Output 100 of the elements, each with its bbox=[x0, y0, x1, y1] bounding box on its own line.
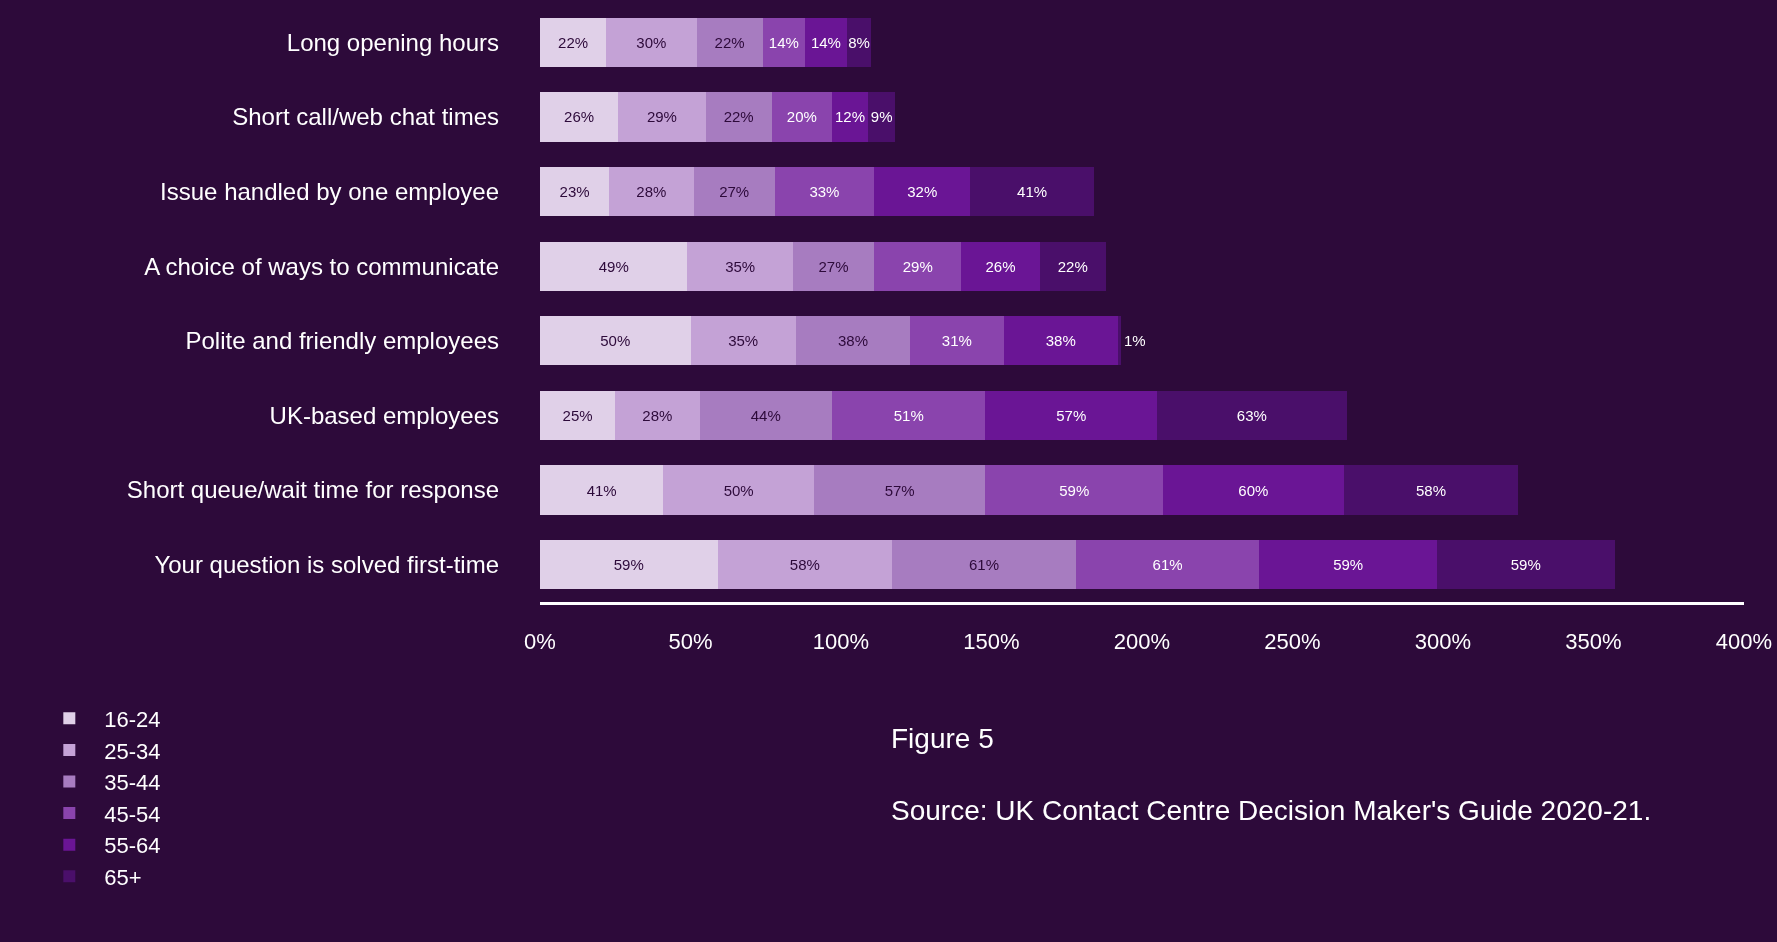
data-label: 26% bbox=[985, 257, 1016, 275]
data-label: 20% bbox=[786, 108, 817, 126]
data-label: 35% bbox=[725, 257, 756, 275]
data-label: 25% bbox=[562, 406, 593, 424]
bar bbox=[1117, 316, 1121, 366]
data-label: 57% bbox=[884, 481, 915, 499]
x-tick-label: 150% bbox=[963, 629, 1020, 655]
bar bbox=[831, 390, 986, 441]
data-label: 26% bbox=[564, 108, 595, 126]
bar bbox=[795, 316, 911, 366]
data-label: 14% bbox=[768, 33, 799, 51]
bar bbox=[1343, 465, 1519, 515]
bar bbox=[792, 241, 875, 291]
data-label: 1% bbox=[1123, 332, 1146, 350]
bar bbox=[540, 390, 616, 441]
bar bbox=[618, 92, 706, 142]
data-label: 12% bbox=[835, 108, 866, 126]
data-label: 63% bbox=[1236, 406, 1267, 424]
legend-label: 65+ bbox=[104, 864, 142, 890]
bar bbox=[961, 241, 1040, 291]
data-label: 59% bbox=[1510, 556, 1541, 574]
bar bbox=[1157, 390, 1347, 441]
bar bbox=[762, 17, 805, 67]
bar bbox=[609, 166, 694, 217]
data-label: 57% bbox=[1056, 406, 1087, 424]
data-label: 59% bbox=[613, 556, 644, 574]
bar bbox=[1039, 241, 1106, 291]
bar bbox=[970, 166, 1094, 217]
data-label: 31% bbox=[941, 332, 972, 350]
y-tick-label: Long opening hours bbox=[286, 28, 499, 56]
x-tick-label: 0% bbox=[524, 629, 556, 655]
data-label: 22% bbox=[714, 33, 745, 51]
bar bbox=[804, 17, 848, 67]
y-tick-label: UK-based employees bbox=[269, 401, 499, 429]
bar bbox=[892, 540, 1076, 590]
bar bbox=[1259, 540, 1437, 590]
y-tick-label: Short call/web chat times bbox=[232, 103, 499, 131]
bar bbox=[1075, 540, 1260, 590]
bar bbox=[540, 17, 607, 67]
legend-label: 25-34 bbox=[104, 738, 161, 764]
bar bbox=[813, 465, 986, 515]
bar bbox=[774, 166, 875, 217]
y-tick-label: Issue handled by one employee bbox=[160, 177, 499, 205]
data-label: 28% bbox=[636, 183, 667, 201]
data-label: 27% bbox=[719, 183, 750, 201]
y-tick-label: Your question is solved first-time bbox=[154, 551, 499, 579]
bar bbox=[874, 166, 971, 217]
bar bbox=[540, 540, 718, 590]
bar bbox=[705, 92, 772, 142]
legend-label: 16-24 bbox=[104, 706, 161, 732]
data-label: 59% bbox=[1059, 481, 1090, 499]
data-label: 51% bbox=[893, 406, 924, 424]
data-label: 9% bbox=[870, 108, 893, 126]
bar bbox=[985, 465, 1164, 515]
bar bbox=[771, 92, 832, 142]
bar bbox=[1163, 465, 1344, 515]
data-label: 58% bbox=[1415, 481, 1446, 499]
data-label: 59% bbox=[1333, 556, 1364, 574]
data-label: 29% bbox=[902, 257, 933, 275]
bar bbox=[690, 316, 796, 366]
data-label: 27% bbox=[818, 257, 849, 275]
data-label: 50% bbox=[600, 332, 631, 350]
data-label: 8% bbox=[848, 33, 870, 51]
data-label: 41% bbox=[586, 481, 617, 499]
x-tick-label: 100% bbox=[812, 629, 870, 655]
data-label: 38% bbox=[1045, 332, 1076, 350]
bar bbox=[696, 17, 763, 67]
legend-label: 55-64 bbox=[104, 833, 161, 859]
data-label: 38% bbox=[838, 332, 869, 350]
data-label: 14% bbox=[810, 33, 841, 51]
data-label: 22% bbox=[723, 108, 754, 126]
data-label: 30% bbox=[636, 33, 667, 51]
data-label: 41% bbox=[1017, 183, 1048, 201]
data-label: 58% bbox=[789, 556, 820, 574]
y-tick-label: Polite and friendly employees bbox=[185, 327, 499, 355]
data-label: 49% bbox=[598, 257, 629, 275]
x-tick-label: 300% bbox=[1414, 629, 1472, 655]
data-label: 61% bbox=[968, 556, 999, 574]
bar bbox=[699, 390, 832, 441]
x-tick-label: 400% bbox=[1715, 629, 1773, 655]
data-label: 29% bbox=[646, 108, 677, 126]
data-label: 61% bbox=[1152, 556, 1183, 574]
bar bbox=[693, 166, 775, 217]
legend-label: 45-54 bbox=[104, 801, 161, 827]
bar bbox=[874, 241, 962, 291]
data-label: 35% bbox=[728, 332, 759, 350]
bar bbox=[540, 465, 664, 515]
bar bbox=[540, 316, 691, 366]
bar bbox=[615, 390, 700, 441]
bar bbox=[1436, 540, 1615, 590]
y-tick-label: A choice of ways to communicate bbox=[144, 252, 499, 280]
x-tick-label: 250% bbox=[1264, 629, 1321, 655]
bar bbox=[831, 92, 869, 142]
caption: Figure 5 bbox=[891, 723, 994, 754]
data-label: 22% bbox=[558, 33, 589, 51]
bar bbox=[687, 241, 793, 291]
legend-label: 35-44 bbox=[104, 770, 161, 796]
data-label: 23% bbox=[559, 183, 590, 201]
bar bbox=[910, 316, 1004, 366]
data-label: 22% bbox=[1057, 257, 1088, 275]
